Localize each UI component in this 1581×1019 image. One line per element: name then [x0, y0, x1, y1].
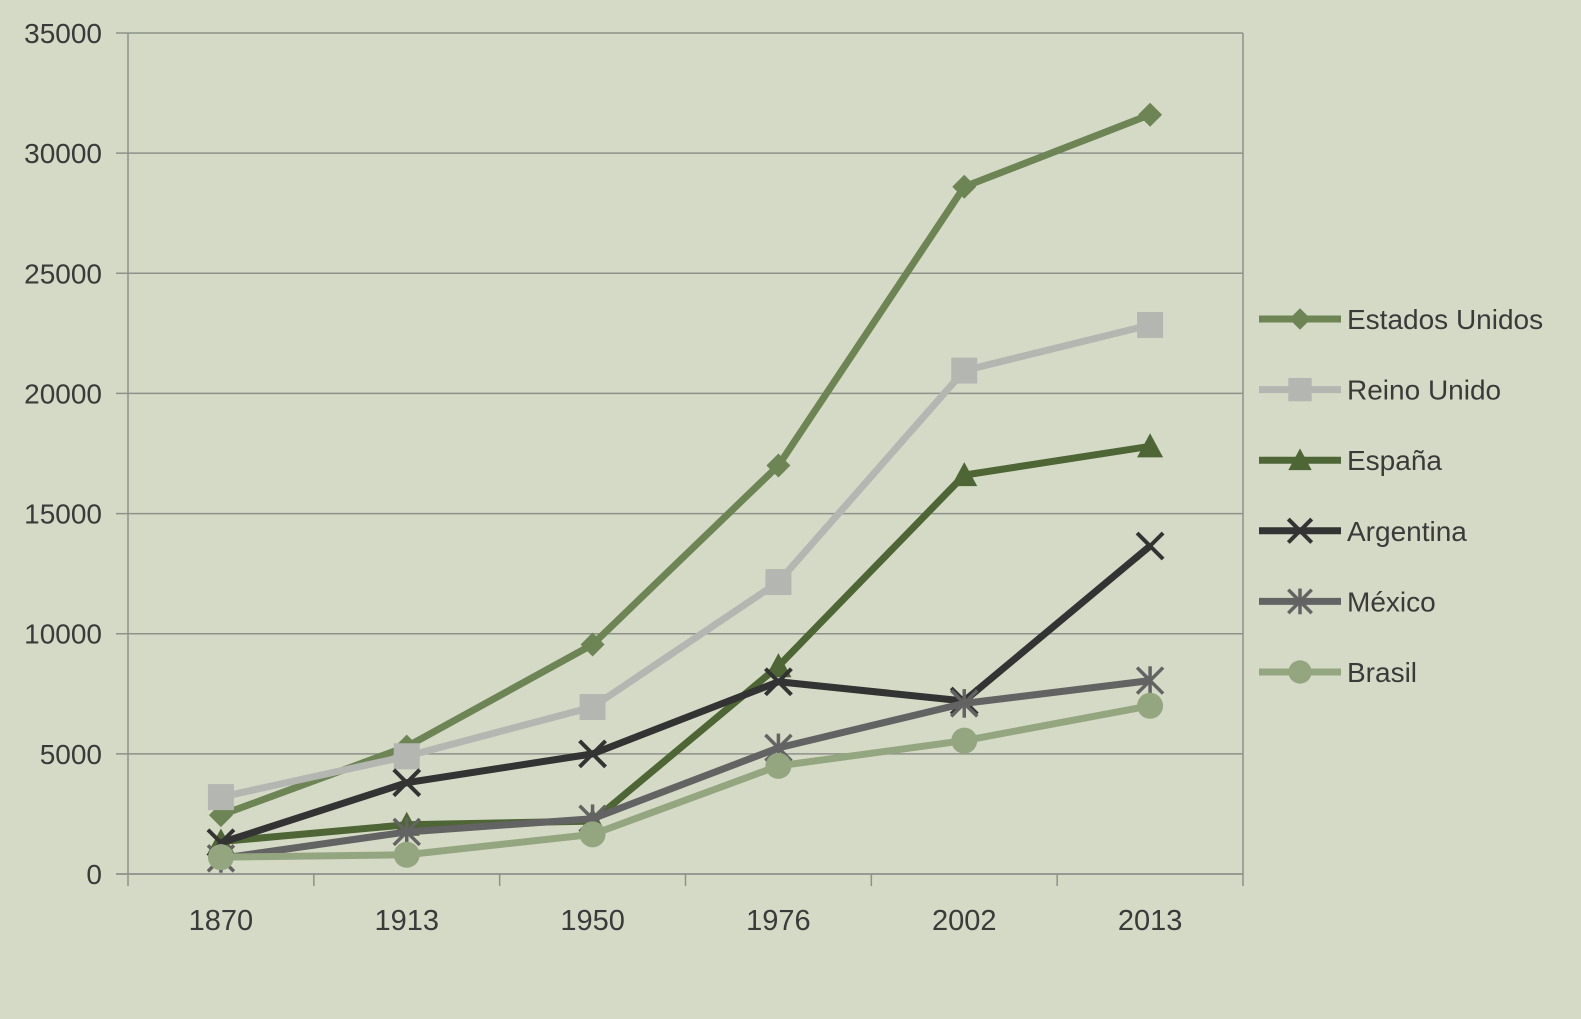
data-point	[207, 784, 234, 811]
data-point	[951, 357, 978, 384]
data-point	[1138, 102, 1163, 127]
series-line	[220, 677, 1151, 862]
data-point	[578, 739, 607, 769]
legend-label: Reino Unido	[1347, 375, 1501, 406]
series-reino-unido	[207, 311, 1164, 811]
legend-marker	[1288, 448, 1312, 471]
y-tick-label: 30000	[24, 138, 102, 169]
data-point	[393, 841, 420, 868]
x-tick-label: 2013	[1118, 905, 1183, 937]
legend-item-reino-unido: Reino Unido	[1259, 375, 1501, 406]
data-point	[392, 768, 422, 798]
data-point	[766, 453, 791, 478]
data-point	[765, 653, 792, 678]
x-tick-label: 1976	[746, 905, 811, 937]
data-point	[392, 817, 421, 847]
legend-item-espana: España	[1259, 445, 1442, 476]
series-line	[220, 702, 1151, 861]
series-line	[219, 111, 1152, 819]
y-tick-label: 25000	[24, 258, 102, 289]
data-point	[950, 689, 979, 718]
data-point	[1137, 433, 1164, 458]
legend: Estados Unidos Reino Unido España Argentina…	[1259, 304, 1543, 688]
legend-label: Argentina	[1347, 516, 1467, 547]
x-tick-label: 1913	[374, 905, 439, 937]
x-tick-label: 2002	[932, 905, 997, 937]
y-tick-label: 20000	[24, 378, 102, 409]
series-line	[220, 321, 1151, 801]
series-line	[219, 543, 1153, 847]
legend-item-argentina: Argentina	[1259, 516, 1467, 547]
data-point	[952, 174, 977, 199]
legend-marker	[1288, 377, 1312, 402]
legend-label: México	[1347, 586, 1436, 617]
data-point	[1135, 666, 1165, 695]
data-point	[393, 743, 420, 770]
x-tick-label: 1950	[560, 905, 625, 937]
legend-label: Estados Unidos	[1347, 304, 1543, 335]
data-point	[1137, 311, 1164, 338]
y-tick-label: 0	[86, 859, 102, 890]
legend-marker	[1289, 308, 1311, 330]
data-point	[764, 667, 793, 697]
series-brasil	[207, 692, 1164, 871]
y-tick-label: 5000	[40, 739, 102, 770]
legend-label: Brasil	[1347, 657, 1417, 688]
data-point	[765, 569, 792, 596]
legend-item-brasil: Brasil	[1259, 657, 1417, 688]
y-tick-label: 10000	[24, 619, 102, 650]
legend-marker	[1288, 660, 1312, 684]
data-point	[579, 821, 606, 848]
legend-marker	[1287, 588, 1313, 615]
data-point	[579, 694, 606, 721]
legend-label: España	[1347, 445, 1442, 476]
data-point	[580, 632, 605, 657]
series-line	[220, 442, 1151, 846]
data-point	[207, 844, 234, 871]
data-point	[1137, 692, 1164, 719]
y-tick-label: 35000	[24, 18, 102, 49]
data-point	[1135, 531, 1165, 561]
x-tick-label: 1870	[189, 905, 254, 937]
y-tick-label: 15000	[24, 499, 102, 530]
legend-marker	[1286, 517, 1314, 544]
legend-item-mexico: México	[1259, 586, 1436, 617]
data-point	[951, 462, 978, 487]
legend-item-estados-unidos: Estados Unidos	[1259, 304, 1543, 335]
data-point	[765, 752, 792, 779]
data-point	[951, 727, 978, 754]
